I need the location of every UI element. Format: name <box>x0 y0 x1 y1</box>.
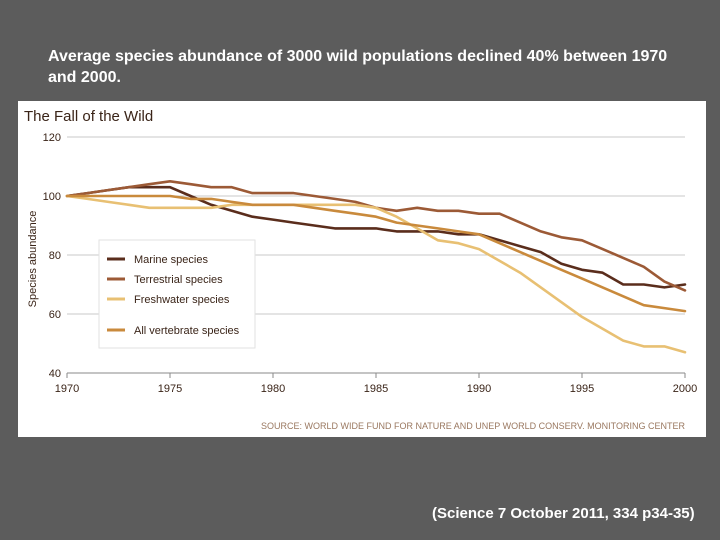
slide-title: Average species abundance of 3000 wild p… <box>48 48 668 86</box>
citation: (Science 7 October 2011, 334 p34-35) <box>432 505 695 522</box>
line-chart: The Fall of the Wild 40 60 80 100 120 1970 197… <box>24 108 698 431</box>
legend: Marine species Terrestrial species Freshwa… <box>98 239 256 349</box>
x-tick-label-1990: 1990 <box>467 383 491 395</box>
x-tick-label-2000: 2000 <box>673 383 697 395</box>
chart-figure: The Fall of the Wild 40 60 80 100 120 1970 197… <box>18 101 706 437</box>
legend-label-1: Marine species <box>134 254 208 266</box>
x-tick-label-1975: 1975 <box>158 383 182 395</box>
y-tick-label-40: 40 <box>49 368 61 380</box>
y-axis-label: Species abundance <box>27 211 39 308</box>
y-tick-label-100: 100 <box>43 191 61 203</box>
y-tick-label-60: 60 <box>49 309 61 321</box>
series-line-3 <box>65 194 687 354</box>
x-tick-label-1995: 1995 <box>570 383 594 395</box>
legend-label-2: Terrestrial species <box>134 274 223 286</box>
series-line-4 <box>65 194 687 313</box>
y-tick-label-80: 80 <box>49 250 61 262</box>
axis-layer: 40 60 80 100 120 1970 1975 1980 1985 1990 1995 2000 <box>43 132 698 395</box>
chart-title: The Fall of the Wild <box>24 108 153 125</box>
y-tick-label-120: 120 <box>43 132 61 144</box>
chart-source: SOURCE: WORLD WIDE FUND FOR NATURE AND U… <box>261 421 686 431</box>
legend-label-3: Freshwater species <box>134 294 230 306</box>
x-tick-label-1985: 1985 <box>364 383 388 395</box>
legend-label-4: All vertebrate species <box>134 325 240 337</box>
x-tick-label-1980: 1980 <box>261 383 285 395</box>
series-layer <box>65 180 687 354</box>
x-tick-label-1970: 1970 <box>55 383 79 395</box>
series-line-1 <box>65 185 687 289</box>
